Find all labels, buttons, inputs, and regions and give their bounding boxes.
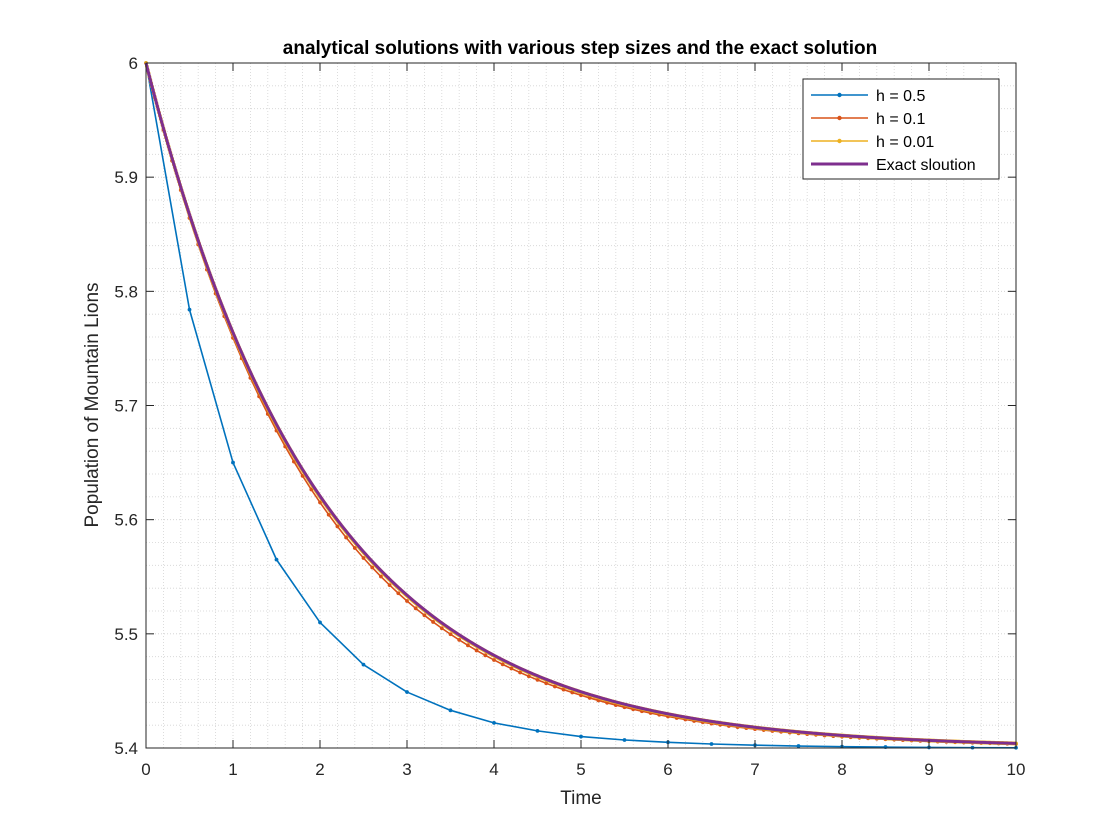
data-point-series-1: [405, 599, 409, 603]
y-tick-label: 5.5: [114, 625, 138, 644]
data-point-series-1: [518, 670, 522, 675]
legend-label-3: Exact sloution: [876, 157, 976, 174]
x-tick-label: 6: [663, 760, 672, 779]
tick-marks: [145, 62, 1017, 749]
legend-marker-1: [837, 115, 842, 121]
x-tick-label: 4: [489, 760, 498, 779]
x-tick-label: 9: [924, 760, 933, 779]
data-point-series-1: [370, 565, 375, 570]
legend-marker-0: [837, 92, 842, 98]
data-point-series-1: [466, 643, 470, 648]
data-point-series-1: [318, 500, 322, 505]
data-point-series-1: [570, 690, 575, 695]
data-point-series-0: [709, 742, 714, 746]
data-point-series-1: [361, 556, 366, 560]
plot-area: [144, 61, 1018, 750]
data-point-series-1: [422, 613, 427, 618]
data-point-series-0: [492, 720, 496, 725]
x-tick-labels: 0 1 2 3 4 5 6 7 8 9 10: [141, 760, 1025, 779]
y-tick-labels: 5.4 5.5 5.6 5.7 5.8 5.9 6: [114, 54, 138, 758]
data-point-series-0: [187, 307, 192, 312]
data-point-series-0: [274, 557, 279, 562]
data-point-series-1: [526, 674, 531, 679]
legend: h = 0.5 h = 0.1 h = 0.01 Exact sloution: [802, 78, 1000, 180]
data-point-series-1: [535, 677, 540, 682]
x-tick-label: 2: [315, 760, 324, 779]
x-tick-label: 3: [402, 760, 411, 779]
data-point-series-1: [326, 512, 331, 517]
x-tick-label: 10: [1007, 760, 1026, 779]
y-axis-label: Population of Mountain Lions: [82, 282, 103, 527]
legend-label-2: h = 0.01: [876, 134, 934, 151]
y-tick-label: 6: [129, 54, 138, 73]
chart-title: analytical solutions with various step s…: [283, 38, 877, 59]
x-tick-label: 8: [837, 760, 846, 779]
data-point-series-1: [431, 620, 435, 624]
data-point-series-1: [492, 658, 496, 662]
data-point-series-0: [579, 734, 583, 739]
legend-marker-2: [837, 138, 842, 144]
data-point-series-1: [483, 653, 488, 658]
data-point-series-0: [318, 620, 322, 625]
data-point-series-1: [352, 546, 357, 550]
series-line-3: [144, 62, 1017, 745]
data-point-series-1: [457, 638, 462, 642]
legend-label-1: h = 0.1: [876, 111, 925, 128]
data-point-series-1: [500, 662, 505, 667]
data-point-series-0: [405, 690, 409, 694]
data-point-series-1: [379, 574, 383, 579]
data-point-series-1: [387, 583, 392, 587]
x-tick-label: 1: [228, 760, 237, 779]
data-point-series-1: [396, 591, 401, 596]
y-tick-label: 5.4: [114, 739, 138, 758]
data-point-series-1: [344, 535, 348, 540]
y-tick-label: 5.6: [114, 511, 138, 530]
x-tick-label: 7: [750, 760, 759, 779]
x-tick-label: 5: [576, 760, 585, 779]
data-point-series-1: [448, 632, 453, 637]
data-point-series-1: [335, 524, 340, 529]
data-point-series-1: [413, 606, 418, 611]
legend-label-0: h = 0.5: [876, 88, 925, 105]
data-point-series-1: [474, 648, 479, 653]
data-point-series-1: [509, 666, 514, 671]
data-point-series-1: [561, 687, 566, 692]
data-point-series-1: [544, 681, 549, 686]
data-point-series-0: [796, 744, 801, 748]
data-point-series-0: [448, 708, 453, 713]
data-point-series-0: [231, 460, 235, 465]
y-tick-label: 5.7: [114, 397, 138, 416]
data-point-series-0: [535, 728, 540, 733]
data-point-series-0: [622, 738, 627, 742]
y-tick-label: 5.8: [114, 282, 138, 301]
x-tick-label: 0: [141, 760, 150, 779]
data-point-series-0: [361, 662, 366, 667]
y-tick-label: 5.9: [114, 168, 138, 187]
data-point-series-1: [439, 626, 444, 631]
data-point-series-1: [553, 684, 557, 689]
x-axis-label: Time: [560, 788, 602, 809]
